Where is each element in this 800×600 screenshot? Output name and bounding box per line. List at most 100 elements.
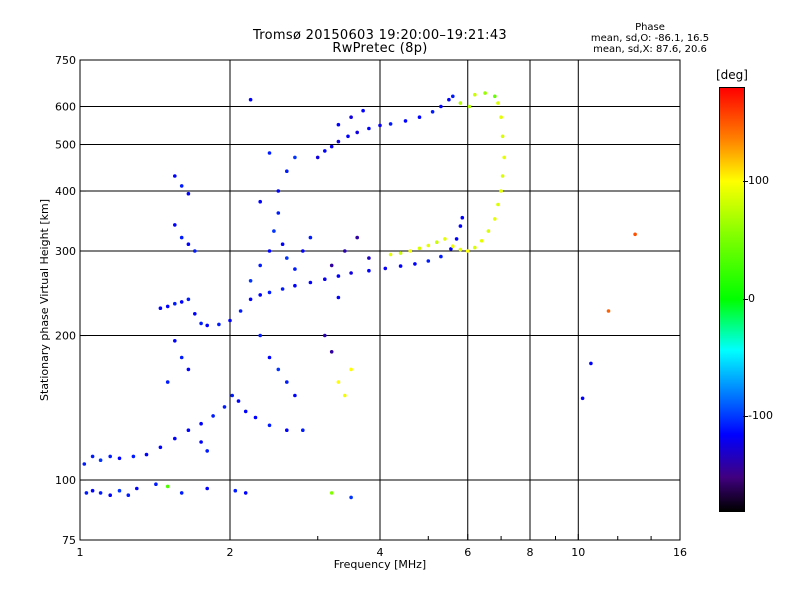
x-axis-ticks: 1 2 4 6 8 10 16 (77, 534, 687, 559)
data-point (367, 126, 371, 131)
data-point (383, 266, 388, 271)
data-point (496, 202, 500, 207)
data-point (336, 122, 341, 127)
data-point (293, 267, 297, 271)
colorbar-tick-label: 100 (748, 174, 769, 187)
data-point (486, 229, 491, 233)
data-point (158, 306, 163, 311)
data-point (199, 421, 203, 426)
data-point (500, 134, 505, 139)
data-point (243, 409, 248, 414)
data-point (199, 321, 203, 326)
data-point (398, 264, 403, 268)
phase-legend-x-mode: mean, sd,X: 87.6, 20.6 (593, 44, 707, 55)
y-tick-label: 75 (62, 534, 76, 547)
phase-colorbar (719, 87, 745, 512)
data-point (493, 94, 497, 99)
data-point (233, 488, 238, 493)
data-point (258, 199, 263, 204)
data-point (367, 268, 371, 273)
data-point (426, 259, 431, 263)
data-point (502, 155, 507, 160)
colorbar-tick-mark (743, 298, 748, 300)
data-point (435, 240, 439, 244)
colorbar-tick-mark (743, 416, 748, 417)
data-point (90, 454, 95, 459)
data-point (276, 189, 281, 193)
data-point (349, 367, 353, 372)
data-point (308, 280, 313, 285)
colorbar-tick-label: 0 (748, 291, 755, 305)
data-point (465, 249, 470, 253)
data-point (499, 189, 503, 193)
data-point (84, 491, 89, 495)
data-point (186, 297, 191, 302)
data-point (205, 486, 209, 491)
data-point (267, 423, 272, 428)
data-point (439, 104, 443, 109)
data-point (458, 224, 463, 228)
chart-subtitle: RwPretec (8p) (332, 41, 428, 56)
data-point (126, 493, 131, 498)
data-point (451, 244, 455, 248)
data-point (408, 249, 413, 253)
data-point (454, 237, 459, 241)
data-point (280, 242, 285, 246)
data-point (483, 91, 487, 95)
data-point (173, 174, 177, 178)
data-point (285, 428, 289, 433)
data-point (493, 217, 497, 221)
data-point (230, 393, 234, 398)
data-point (179, 184, 184, 188)
data-point (211, 414, 215, 418)
data-point (301, 428, 305, 433)
data-point (179, 235, 184, 240)
data-point (238, 309, 243, 313)
x-axis-label: Frequency [MHz] (334, 558, 426, 571)
data-point (248, 279, 253, 283)
data-point (158, 445, 163, 450)
data-point (186, 367, 191, 372)
data-point (108, 454, 112, 459)
data-point (460, 215, 465, 220)
data-point (343, 393, 347, 398)
data-point (173, 223, 177, 227)
phase-legend: Phase mean, sd,O: -86.1, 16.5 mean, sd,X… (590, 22, 710, 55)
data-point (193, 312, 197, 316)
data-point (90, 488, 95, 493)
data-point (248, 297, 253, 302)
y-tick-label: 400 (55, 185, 76, 198)
data-point (199, 440, 203, 444)
data-point (285, 256, 289, 260)
data-point (308, 235, 313, 240)
data-point (349, 115, 353, 119)
data-point (243, 491, 248, 495)
data-point (293, 155, 297, 160)
data-point (179, 355, 184, 360)
data-point (165, 484, 170, 489)
data-point (98, 458, 103, 463)
data-point (499, 115, 503, 119)
x-tick-label: 4 (377, 546, 384, 559)
data-point (186, 242, 191, 246)
data-point (367, 256, 371, 260)
data-point (430, 110, 435, 114)
data-point (165, 304, 170, 309)
data-point (179, 300, 184, 304)
y-tick-label: 600 (55, 101, 76, 114)
data-point (108, 493, 112, 498)
data-point (496, 101, 500, 105)
data-point (144, 452, 149, 457)
data-point (355, 235, 360, 240)
chart-title: Tromsø 20150603 19:20:00–19:21:43 (252, 28, 508, 43)
data-point (451, 94, 455, 99)
data-point (272, 229, 276, 233)
data-point (205, 323, 209, 328)
data-point (473, 245, 477, 250)
phase-legend-o-mode: mean, sd,O: -86.1, 16.5 (590, 33, 710, 44)
data-point (267, 355, 272, 360)
y-axis-ticks: 750 600 500 400 300 200 100 75 (55, 54, 86, 547)
data-point (426, 243, 431, 248)
data-point (388, 122, 393, 126)
